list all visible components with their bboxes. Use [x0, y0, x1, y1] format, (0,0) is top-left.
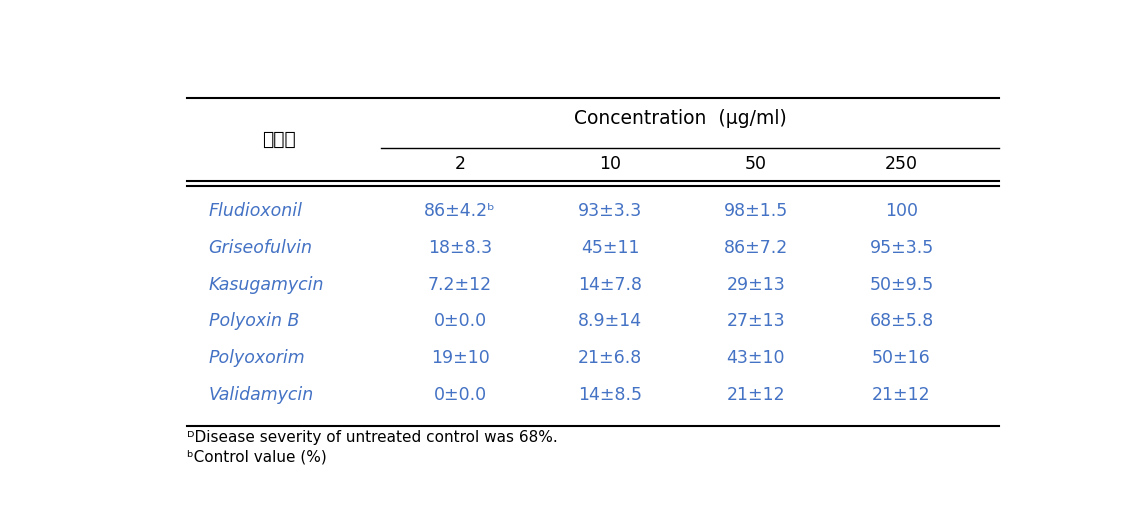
- Text: 0±0.0: 0±0.0: [434, 386, 486, 404]
- Text: Polyoxin B: Polyoxin B: [208, 312, 298, 330]
- Text: 93±3.3: 93±3.3: [579, 202, 642, 220]
- Text: ᴰDisease severity of untreated control was 68%.: ᴰDisease severity of untreated control w…: [187, 430, 557, 446]
- Text: 7.2±12: 7.2±12: [428, 276, 492, 294]
- Text: Kasugamycin: Kasugamycin: [208, 276, 325, 294]
- Text: Griseofulvin: Griseofulvin: [208, 239, 312, 256]
- Text: 86±7.2: 86±7.2: [723, 239, 788, 256]
- Text: Fludioxonil: Fludioxonil: [208, 202, 303, 220]
- Text: 2: 2: [454, 155, 466, 173]
- Text: 21±12: 21±12: [872, 386, 931, 404]
- Text: 21±12: 21±12: [727, 386, 785, 404]
- Text: 95±3.5: 95±3.5: [869, 239, 934, 256]
- Text: 43±10: 43±10: [727, 349, 785, 367]
- Text: 8.9±14: 8.9±14: [579, 312, 642, 330]
- Text: 14±7.8: 14±7.8: [579, 276, 642, 294]
- Text: 98±1.5: 98±1.5: [723, 202, 788, 220]
- Text: Polyoxorim: Polyoxorim: [208, 349, 305, 367]
- Text: 29±13: 29±13: [727, 276, 785, 294]
- Text: 18±8.3: 18±8.3: [428, 239, 492, 256]
- Text: ᵇControl value (%): ᵇControl value (%): [187, 450, 326, 465]
- Text: 10: 10: [599, 155, 621, 173]
- Text: 68±5.8: 68±5.8: [869, 312, 934, 330]
- Text: Concentration  (μg/ml): Concentration (μg/ml): [574, 109, 787, 129]
- Text: 50±9.5: 50±9.5: [869, 276, 934, 294]
- Text: 화합물: 화합물: [262, 130, 296, 149]
- Text: 21±6.8: 21±6.8: [579, 349, 642, 367]
- Text: 100: 100: [885, 202, 918, 220]
- Text: 50±16: 50±16: [872, 349, 931, 367]
- Text: 50: 50: [745, 155, 767, 173]
- Text: 14±8.5: 14±8.5: [579, 386, 642, 404]
- Text: 86±4.2ᵇ: 86±4.2ᵇ: [425, 202, 495, 220]
- Text: 27±13: 27±13: [727, 312, 785, 330]
- Text: 250: 250: [885, 155, 918, 173]
- Text: 0±0.0: 0±0.0: [434, 312, 486, 330]
- Text: 19±10: 19±10: [431, 349, 490, 367]
- Text: 45±11: 45±11: [581, 239, 639, 256]
- Text: Validamycin: Validamycin: [208, 386, 314, 404]
